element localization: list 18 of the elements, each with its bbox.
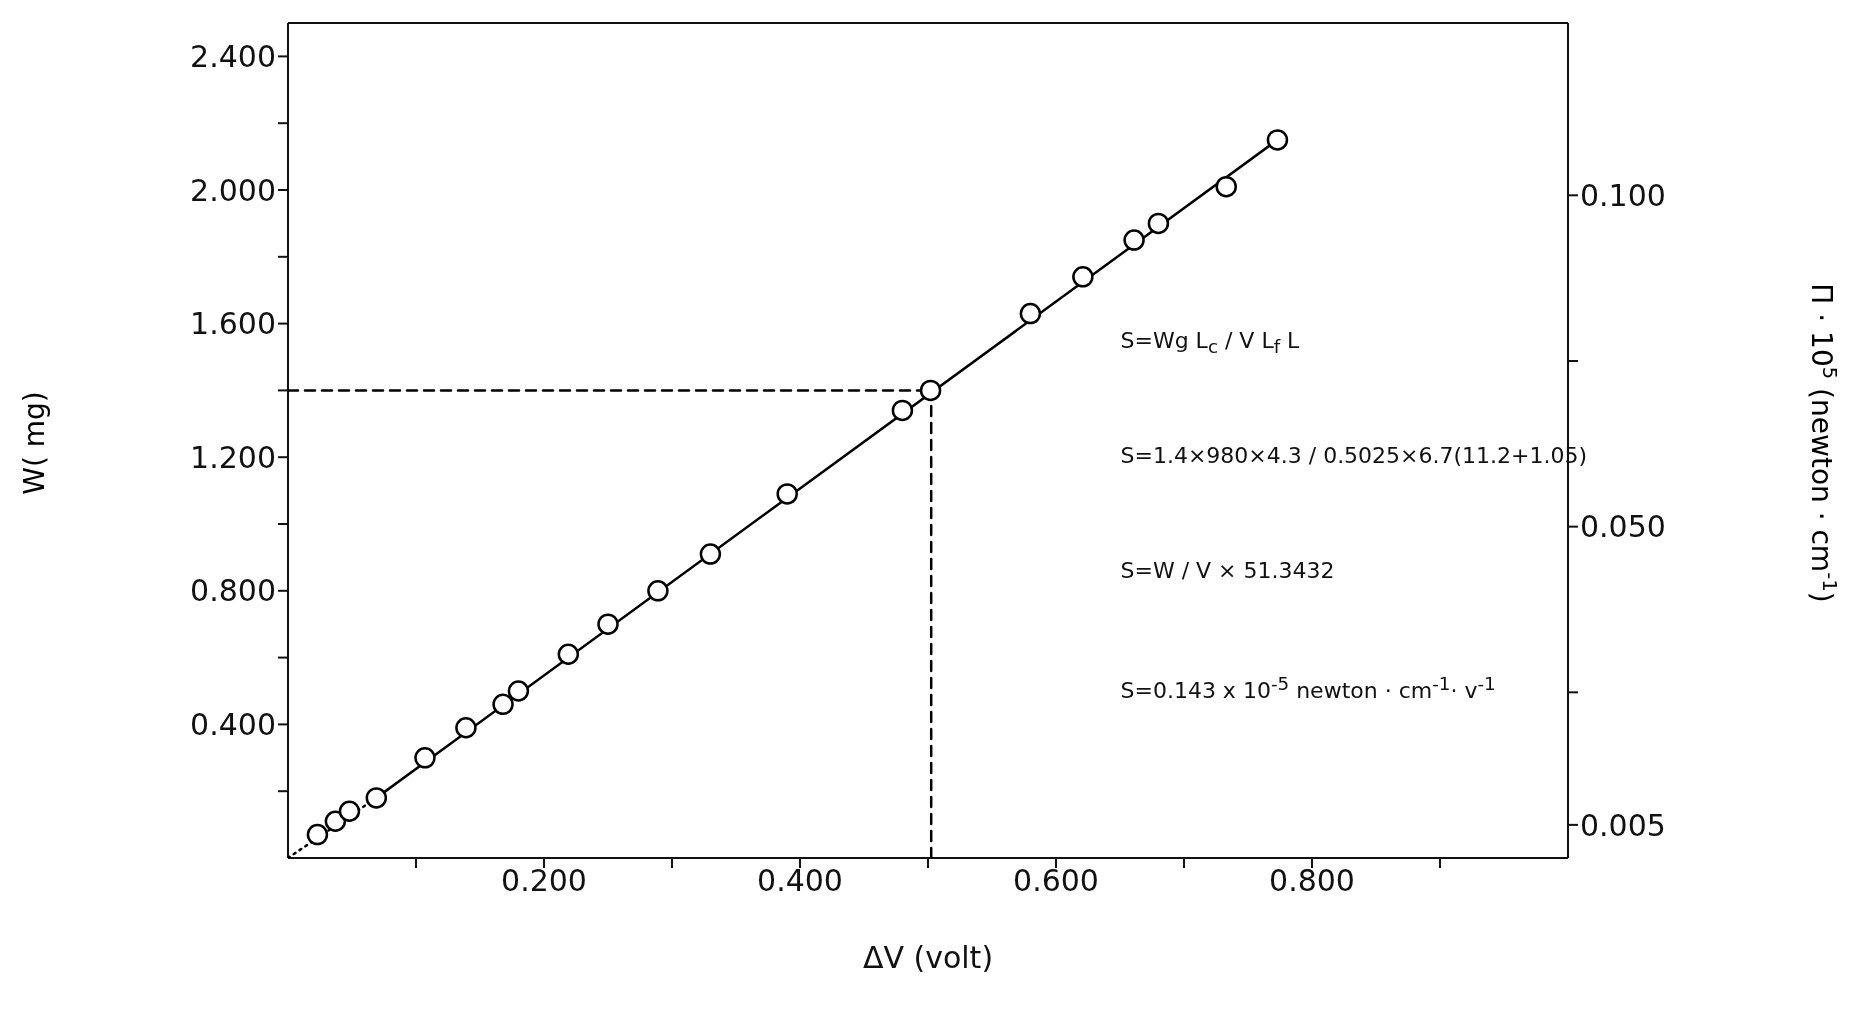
x-tick-label: 0.200 (501, 863, 587, 899)
y-tick-label: 0.800 (190, 573, 276, 609)
y-tick-label: 1.600 (190, 306, 276, 342)
y-tick-label: 2.000 (190, 172, 276, 208)
annotation: S=Wg L$_{c}$ / V L$_{f}$ L (1120, 328, 1300, 358)
y-tick-label: 1.200 (190, 439, 276, 475)
y-tick-label: 0.400 (190, 707, 276, 743)
y-axis-title: W( mg) (18, 391, 51, 495)
y2-tick-label: 0.050 (1580, 509, 1666, 545)
y2-tick-label: 0.005 (1580, 807, 1666, 843)
x-axis-title: ΔV (volt) (862, 940, 994, 975)
annotation: S=0.143 x 10$^{-5}$ newton · cm$^{-1}$· v$^{-1}$ (1120, 673, 1496, 704)
annotation: S=W / V × 51.3432 (1120, 558, 1335, 583)
y2-tick-label: 0.100 (1580, 177, 1666, 213)
y-tick-label: 2.400 (190, 39, 276, 75)
x-tick-label: 0.400 (757, 863, 843, 899)
x-tick-label: 0.800 (1269, 863, 1355, 899)
x-tick-label: 0.600 (1013, 863, 1099, 899)
